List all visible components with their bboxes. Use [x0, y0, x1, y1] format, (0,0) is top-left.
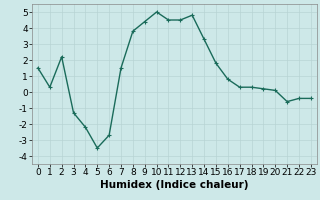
X-axis label: Humidex (Indice chaleur): Humidex (Indice chaleur)	[100, 180, 249, 190]
